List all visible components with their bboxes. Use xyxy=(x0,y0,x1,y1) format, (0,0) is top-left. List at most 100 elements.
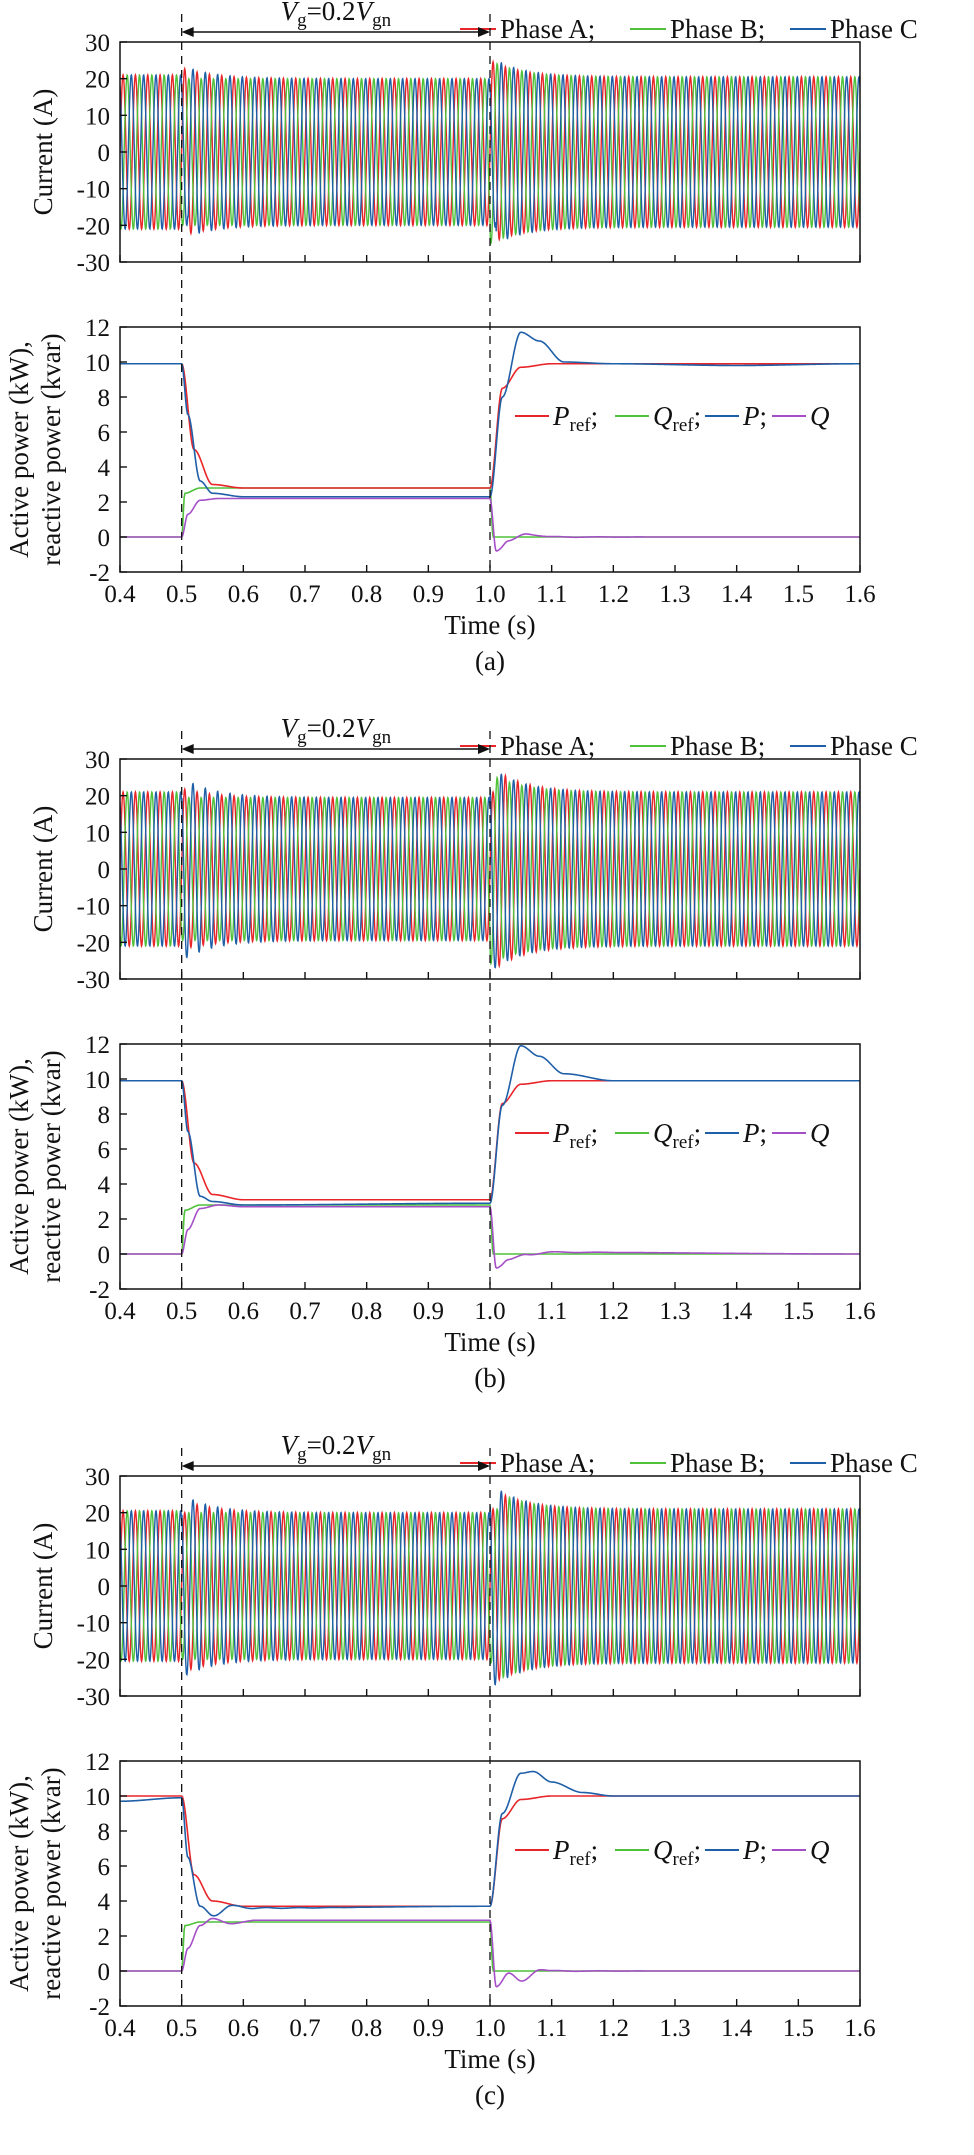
current-ylabel: Current (A) xyxy=(28,1523,58,1650)
power-series-pref xyxy=(120,362,860,489)
power-legend-label: Q xyxy=(810,1835,830,1865)
fault-annotation-label: Vg=0.2Vgn xyxy=(281,713,392,748)
power-ytick-label: 4 xyxy=(98,1889,111,1916)
current-ytick-label: 10 xyxy=(85,820,110,847)
current-plot: 30 20 10 0 -10 -20 -30 Current (A) Phase A; Phase… xyxy=(28,1430,918,1711)
fault-arrow-right-head xyxy=(478,744,490,754)
power-xtick-label: 0.8 xyxy=(351,1298,382,1325)
power-xtick-label: 1.0 xyxy=(474,1298,505,1325)
power-xtick-label: 1.4 xyxy=(721,581,753,608)
fault-arrow-right-head xyxy=(478,27,490,37)
current-ytick-label: -30 xyxy=(77,1684,110,1711)
current-legend-label: Phase C xyxy=(830,731,918,761)
power-ytick-label: 4 xyxy=(98,455,111,482)
panel-caption: (b) xyxy=(474,1363,505,1393)
legend-symbol: Q xyxy=(653,401,673,431)
legend-symbol: P xyxy=(742,1118,760,1148)
legend-separator: ; xyxy=(591,1118,599,1148)
fault-annotation-part: =0.2 xyxy=(307,0,356,26)
legend-symbol: P xyxy=(552,1835,570,1865)
power-ytick-label: 8 xyxy=(98,1102,111,1129)
power-legend-label: Pref; xyxy=(552,401,598,436)
power-xtick-label: 0.7 xyxy=(289,581,320,608)
power-xtick-label: 1.6 xyxy=(844,2015,875,2042)
power-legend-label: P; xyxy=(742,1118,767,1148)
power-xtick-label: 0.4 xyxy=(104,581,136,608)
legend-subscript: ref xyxy=(570,1132,592,1153)
fault-annotation-part: gn xyxy=(372,10,392,31)
power-xtick-label: 1.4 xyxy=(721,2015,753,2042)
power-plot: 12 10 8 6 4 2 0 -20.4 0.5 0.6 0.7 0.8 0.9 1.0 1.1 1.2 1.… xyxy=(4,1749,876,2074)
current-legend-label: Phase A; xyxy=(500,1448,595,1478)
power-ylabel-line1: Active power (kW), xyxy=(4,1058,34,1275)
power-ytick-label: 12 xyxy=(85,315,110,342)
power-xtick-label: 1.0 xyxy=(474,581,505,608)
fault-annotation-part: V xyxy=(281,713,301,743)
power-ytick-label: 2 xyxy=(98,1924,111,1951)
power-ytick-label: -2 xyxy=(89,1994,110,2021)
current-series-phase-a xyxy=(120,1492,860,1683)
power-series-p xyxy=(120,1044,860,1206)
power-legend-label: Qref; xyxy=(653,1835,701,1870)
power-xtick-label: 1.1 xyxy=(536,581,567,608)
power-xtick-label: 1.2 xyxy=(598,581,629,608)
power-xtick-label: 0.9 xyxy=(413,1298,444,1325)
power-ytick-label: 0 xyxy=(98,525,111,552)
legend-subscript: ref xyxy=(673,415,695,436)
power-series-q xyxy=(120,1917,860,1988)
power-ytick-label: 0 xyxy=(98,1959,111,1986)
fault-annotation-part: =0.2 xyxy=(307,713,356,743)
panel-caption: (a) xyxy=(475,646,505,676)
fault-annotation: Vg=0.2Vgn xyxy=(181,1430,490,1471)
power-ylabel-line2: reactive power (kvar) xyxy=(36,1767,66,1999)
power-ytick-label: -2 xyxy=(89,560,110,587)
power-ylabel-line1: Active power (kW), xyxy=(4,341,34,558)
power-legend-label: Qref; xyxy=(653,1118,701,1153)
power-legend-label: Qref; xyxy=(653,401,701,436)
power-xlabel: Time (s) xyxy=(444,610,535,640)
current-legend-label: Phase B; xyxy=(670,731,765,761)
current-legend-label: Phase B; xyxy=(670,1448,765,1478)
fault-arrow-left-head xyxy=(181,27,194,37)
current-ytick-label: -20 xyxy=(77,213,110,240)
power-ytick-label: -2 xyxy=(89,1277,110,1304)
current-ytick-label: 10 xyxy=(85,103,110,130)
power-xtick-label: 1.5 xyxy=(783,1298,814,1325)
current-plot: 30 20 10 0 -10 -20 -30 Current (A) Phase A; Phase… xyxy=(28,713,918,994)
power-ytick-label: 6 xyxy=(98,420,111,447)
fault-arrow-right-head xyxy=(478,1461,490,1471)
power-xtick-label: 0.9 xyxy=(413,2015,444,2042)
power-xtick-label: 0.4 xyxy=(104,2015,136,2042)
current-legend-label: Phase A; xyxy=(500,14,595,44)
power-ytick-label: 8 xyxy=(98,385,111,412)
power-ylabel-line1: Active power (kW), xyxy=(4,1775,34,1992)
power-xlabel: Time (s) xyxy=(444,2044,535,2074)
power-xtick-label: 0.7 xyxy=(289,1298,320,1325)
power-xtick-label: 0.5 xyxy=(166,2015,197,2042)
legend-symbol: Q xyxy=(653,1835,673,1865)
current-ytick-label: 0 xyxy=(98,140,111,167)
fault-annotation-part: =0.2 xyxy=(307,1430,356,1460)
current-ytick-label: -30 xyxy=(77,967,110,994)
current-ytick-label: 30 xyxy=(85,747,110,774)
power-xtick-label: 0.7 xyxy=(289,2015,320,2042)
power-ytick-label: 10 xyxy=(85,1784,110,1811)
power-xtick-label: 1.1 xyxy=(536,2015,567,2042)
legend-separator: ; xyxy=(694,401,702,431)
power-legend-label: Q xyxy=(810,1118,830,1148)
current-legend-label: Phase B; xyxy=(670,14,765,44)
fault-annotation-part: V xyxy=(356,713,376,743)
power-ytick-label: 8 xyxy=(98,1819,111,1846)
power-series-p xyxy=(120,1770,860,1917)
power-legend-label: P; xyxy=(742,401,767,431)
fault-annotation-part: V xyxy=(281,0,301,26)
power-ytick-label: 2 xyxy=(98,490,111,517)
power-legend-label: Pref; xyxy=(552,1118,598,1153)
legend-separator: ; xyxy=(760,1118,768,1148)
power-ytick-label: 10 xyxy=(85,1067,110,1094)
legend-symbol: Q xyxy=(810,401,830,431)
current-ytick-label: 0 xyxy=(98,857,111,884)
